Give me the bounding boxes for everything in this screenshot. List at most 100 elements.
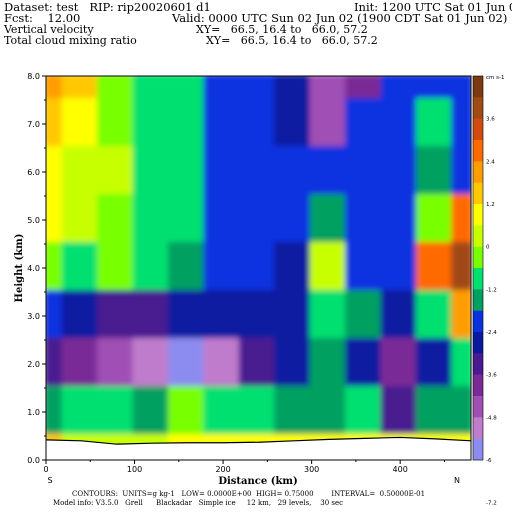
field-cell [132, 290, 172, 342]
field-cell [415, 76, 456, 102]
colorbar-tick-label: -3.6 [486, 373, 497, 379]
y-tick-label: 7.0 [27, 120, 40, 129]
colorbar-tick-label: -4.8 [486, 415, 497, 421]
field-cell [415, 290, 456, 342]
colorbar-tick-label: 2.4 [486, 159, 495, 165]
x-end-label-south: S [47, 476, 52, 485]
colorbar-swatch [473, 396, 483, 418]
field-cell [451, 242, 471, 294]
y-tick-label: 4.0 [27, 264, 40, 273]
field-cell [309, 338, 350, 390]
x-tick-label: 200 [215, 465, 230, 474]
field-cell [345, 146, 385, 198]
axes: 0 100 200 300 400 0.0 1.0 2.0 3.0 4.0 5.0 6.0 7.0 8.0 [27, 72, 445, 474]
field-cell [46, 146, 66, 198]
field-cell [274, 338, 314, 390]
field-cell [415, 386, 456, 438]
field-cell [203, 242, 243, 294]
colorbar-tick-label: -6 [486, 458, 492, 464]
field-name-primary: Vertical velocity [4, 23, 94, 36]
field-cell [203, 290, 243, 342]
field-cell [451, 194, 471, 246]
colorbar-frame [472, 75, 484, 461]
field-cell [97, 290, 137, 342]
y-tick-label: 0.0 [27, 456, 40, 465]
field-cell [380, 386, 420, 438]
field-cell [167, 76, 208, 102]
field-cell [132, 242, 172, 294]
colorbar: cm s-1 3.6 2.4 1.2 0 -1.2 -2.4 -3.6 -4.8 -6 -7.2 [472, 75, 504, 507]
field-cell [167, 242, 208, 294]
field-cell [451, 146, 471, 198]
field-cell [61, 146, 102, 198]
field-cell [274, 194, 314, 246]
field-cell [97, 98, 137, 150]
contour-info: CONTOURS: UNITS=g kg-1 LOW= 0.0000E+00 H… [72, 490, 426, 498]
field-cell [97, 242, 137, 294]
field-cell [345, 290, 385, 342]
field-cell [203, 76, 243, 102]
field-cell [238, 290, 279, 342]
y-tick-label: 2.0 [27, 360, 40, 369]
field-cell [451, 290, 471, 342]
field-cell [345, 386, 385, 438]
colorbar-swatch [473, 182, 483, 205]
x-tick-label: 100 [127, 465, 142, 474]
field-cell [61, 290, 102, 342]
field-cell [132, 386, 172, 438]
field-cell [238, 98, 279, 150]
field-cell [274, 386, 314, 438]
field-cell [167, 338, 208, 390]
colorbar-swatch [473, 310, 483, 333]
field-cell [309, 386, 350, 438]
colorbar-units: cm s-1 [486, 75, 504, 81]
field-cell [238, 146, 279, 198]
colorbar-swatch [473, 332, 483, 354]
vertical-velocity-field [46, 76, 471, 460]
field-cell [309, 242, 350, 294]
field-cell [46, 338, 66, 390]
field-cell [132, 338, 172, 390]
cross-section-coords-primary: XY= 66.5, 16.4 to 66.0, 57.2 [196, 23, 368, 36]
field-cell [238, 338, 279, 390]
field-cell [345, 76, 385, 102]
y-axis-title: Height (km) [14, 234, 25, 303]
colorbar-swatch [473, 204, 483, 226]
field-cell [97, 146, 137, 198]
field-cell [380, 76, 420, 102]
field-cell [97, 194, 137, 246]
field-cell [345, 242, 385, 294]
field-cell [61, 386, 102, 438]
x-end-label-north: N [454, 476, 460, 485]
colorbar-swatch [473, 76, 483, 98]
field-cell [203, 338, 243, 390]
y-tick-label: 1.0 [27, 408, 40, 417]
field-cell [203, 146, 243, 198]
colorbar-swatch [473, 268, 483, 290]
field-cell [132, 194, 172, 246]
colorbar-tick-label: -2.4 [486, 330, 497, 336]
colorbar-tick-label: 3.6 [486, 117, 495, 123]
field-cell [46, 386, 66, 438]
field-cell [274, 290, 314, 342]
field-cell [61, 242, 102, 294]
field-cell [97, 386, 137, 438]
field-cell [274, 76, 314, 102]
field-cell [309, 290, 350, 342]
field-cell [380, 338, 420, 390]
field-cell [97, 338, 137, 390]
field-cell [97, 76, 137, 102]
field-cell [415, 338, 456, 390]
field-cell [451, 338, 471, 390]
field-cell [132, 98, 172, 150]
colorbar-swatch [473, 353, 483, 375]
field-cells [46, 76, 471, 460]
field-cell [46, 98, 66, 150]
field-cell [167, 98, 208, 150]
colorbar-tick-label: 1.2 [486, 202, 495, 208]
field-cell [167, 146, 208, 198]
field-cell [380, 98, 420, 150]
y-tick-label: 6.0 [27, 168, 40, 177]
field-cell [415, 146, 456, 198]
